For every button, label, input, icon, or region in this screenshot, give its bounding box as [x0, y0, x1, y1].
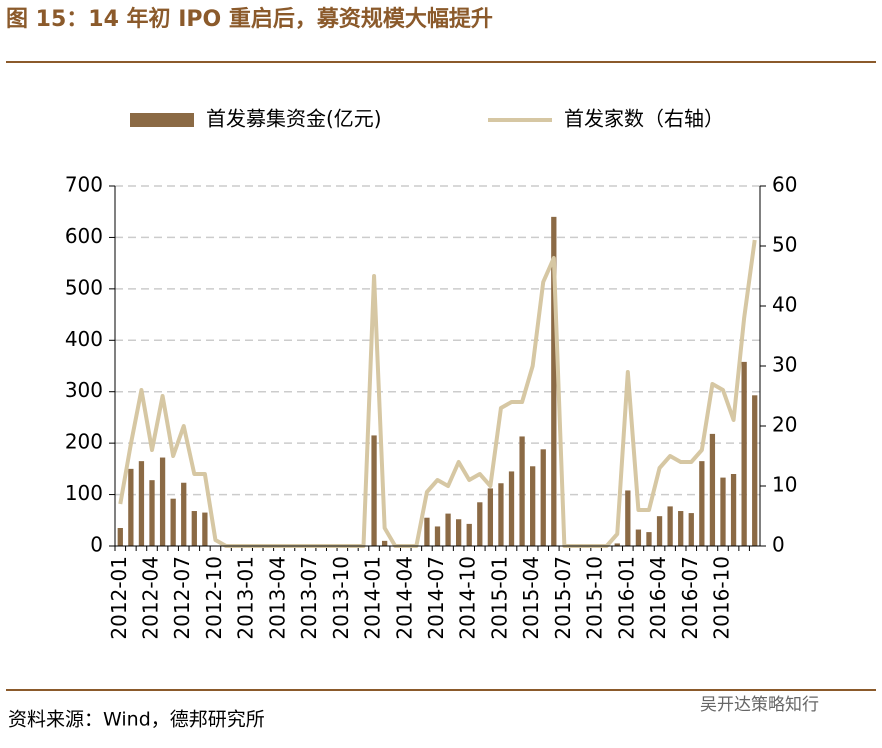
y2-tick-label: 40: [772, 293, 797, 317]
line: [118, 239, 757, 548]
bar: [709, 433, 716, 546]
bar: [730, 474, 737, 546]
bar: [445, 513, 451, 546]
bar: [138, 461, 145, 546]
bar: [424, 517, 430, 546]
bar: [699, 461, 705, 546]
bar: [667, 506, 673, 546]
x-tick-label: 2013-04: [265, 556, 289, 640]
x-tick-label: 2015-10: [583, 556, 607, 640]
bar: [530, 466, 536, 546]
y2-tick-label: 30: [772, 353, 797, 377]
x-tick-label: 2014-01: [361, 556, 385, 640]
y-tick-label: 700: [65, 173, 103, 197]
x-tick-label: 2014-04: [392, 556, 416, 640]
x-tick-label: 2013-01: [234, 556, 258, 640]
bar: [752, 395, 758, 546]
bar: [614, 543, 620, 546]
bar: [519, 436, 525, 546]
x-tick-label: 2014-07: [424, 556, 448, 640]
x-tick-label: 2015-04: [519, 556, 543, 640]
bar: [498, 483, 504, 546]
bar: [646, 532, 652, 546]
bar: [508, 471, 515, 546]
x-tick-label: 2013-07: [297, 556, 321, 640]
x-tick-label: 2015-01: [487, 556, 511, 640]
bar: [688, 513, 694, 546]
bar: [635, 529, 642, 546]
bar: [371, 435, 377, 546]
bar: [202, 512, 208, 546]
bar: [656, 516, 663, 546]
bar: [678, 511, 684, 546]
bar: [381, 540, 388, 546]
y-tick-label: 100: [65, 481, 103, 505]
bar: [625, 490, 631, 546]
bar: [170, 498, 176, 546]
source: 资料来源：Wind，德邦研究所: [8, 709, 265, 731]
bar: [434, 526, 441, 546]
bar: [741, 361, 747, 546]
bar: [191, 511, 197, 546]
y2-tick-label: 10: [772, 473, 797, 497]
bar: [477, 502, 483, 546]
bar: [117, 528, 123, 546]
y2-tick-label: 20: [772, 413, 797, 437]
x-tick-label: 2016-07: [678, 556, 702, 640]
legend-label: 首发募集资金(亿元): [206, 107, 382, 131]
y-tick-label: 600: [65, 224, 103, 248]
y-tick-label: 200: [65, 430, 103, 454]
y-tick-label: 400: [65, 327, 103, 351]
bar: [540, 449, 546, 546]
bar: [181, 482, 187, 546]
bar: [159, 457, 166, 546]
x-tick-label: 2016-10: [709, 556, 733, 640]
bar: [487, 488, 494, 546]
bar: [149, 480, 155, 546]
x-tick-label: 2015-07: [551, 556, 575, 640]
bar: [128, 468, 134, 546]
x-tick-label: 2012-07: [170, 556, 194, 640]
legend-label: 首发家数（右轴）: [564, 107, 724, 131]
x-tick-label: 2014-10: [456, 556, 480, 640]
legend-swatch: [130, 113, 194, 127]
y-tick-label: 500: [65, 275, 103, 299]
watermark: 吴开达策略知行: [700, 695, 819, 715]
bar: [720, 477, 726, 546]
y-tick-label: 300: [65, 378, 103, 402]
bar: [551, 216, 557, 546]
bar: [456, 519, 462, 546]
y-tick-label: 0: [90, 533, 103, 557]
y2-tick-label: 50: [772, 233, 797, 257]
x-tick-label: 2012-01: [107, 556, 131, 640]
x-tick-label: 2013-10: [329, 556, 353, 640]
x-tick-label: 2016-01: [614, 556, 638, 640]
bar: [466, 523, 472, 546]
x-tick-label: 2016-04: [646, 556, 670, 640]
x-tick-label: 2012-10: [202, 556, 226, 640]
title: 图 15：14 年初 IPO 重启后，募资规模大幅提升: [6, 6, 493, 32]
y2-tick-label: 0: [772, 533, 785, 557]
y2-tick-label: 60: [772, 173, 797, 197]
x-tick-label: 2012-04: [139, 556, 163, 640]
